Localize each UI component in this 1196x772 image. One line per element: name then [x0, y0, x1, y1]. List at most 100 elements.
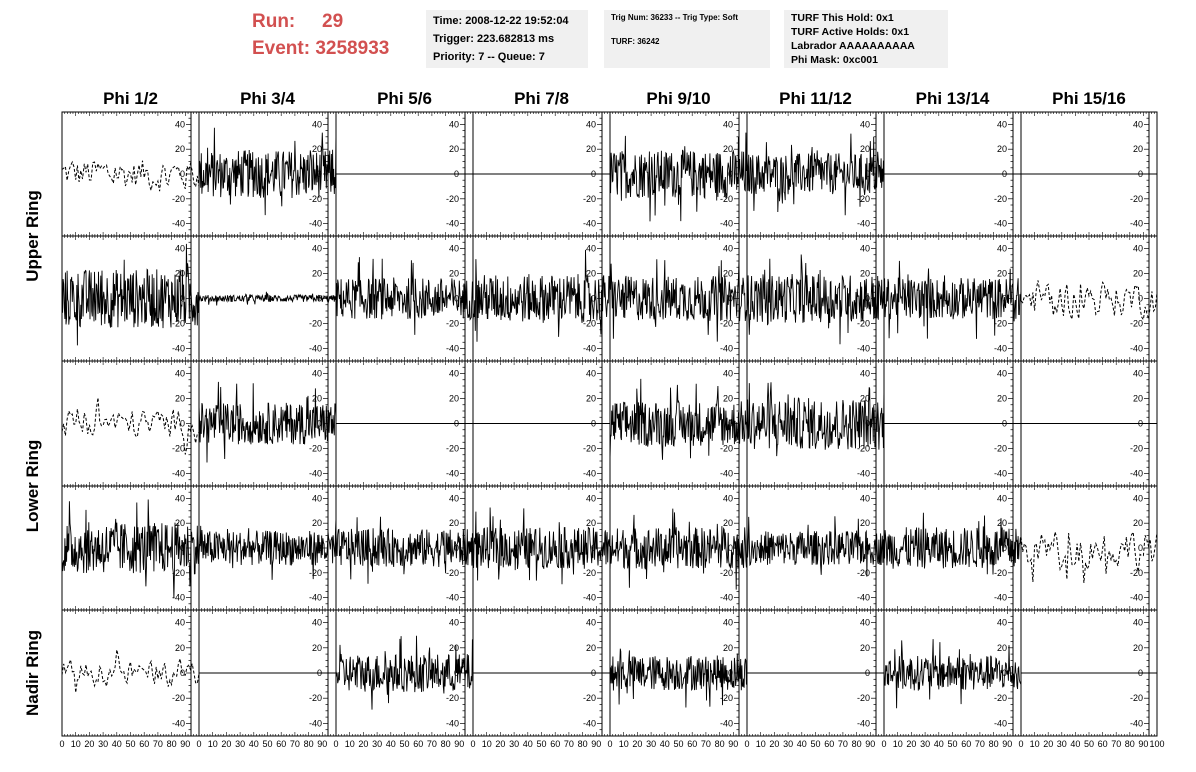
waveform-line	[198, 127, 337, 216]
y-tick-label: 40	[312, 493, 322, 503]
y-tick-label: -20	[994, 444, 1007, 454]
y-tick-label: 0	[317, 419, 322, 429]
y-tick-label: -20	[1130, 319, 1143, 329]
waveform-line	[198, 518, 337, 580]
y-tick-label: 0	[591, 294, 596, 304]
y-tick-label: -40	[994, 219, 1007, 229]
column-title: Phi 9/10	[646, 89, 710, 108]
y-tick-label: 20	[449, 144, 459, 154]
y-tick-label: -40	[720, 219, 733, 229]
column-title: Phi 13/14	[916, 89, 990, 108]
waveform-line	[746, 133, 885, 216]
turf-active-line: TURF Active Holds: 0x1	[791, 26, 910, 38]
y-tick-label: -20	[446, 693, 459, 703]
y-tick-label: 40	[997, 119, 1007, 129]
y-tick-label: 40	[312, 119, 322, 129]
y-tick-label: 40	[449, 119, 459, 129]
turf-hold-line: TURF This Hold: 0x1	[791, 12, 894, 24]
y-tick-label: -40	[309, 469, 322, 479]
y-tick-label: 20	[175, 394, 185, 404]
y-tick-label: 40	[586, 119, 596, 129]
y-tick-label: 20	[723, 643, 733, 653]
waveform-line	[61, 160, 200, 193]
y-tick-label: -40	[446, 469, 459, 479]
y-tick-label: 40	[449, 618, 459, 628]
y-tick-label: -40	[172, 593, 185, 603]
y-tick-label: 20	[175, 144, 185, 154]
y-tick-label: -40	[1130, 469, 1143, 479]
y-tick-label: 40	[312, 244, 322, 254]
y-tick-label: 20	[449, 643, 459, 653]
y-tick-label: 40	[586, 493, 596, 503]
y-tick-label: -40	[446, 219, 459, 229]
y-tick-label: -40	[446, 593, 459, 603]
y-tick-label: 20	[723, 269, 733, 279]
y-tick-label: -20	[720, 319, 733, 329]
y-tick-label: -40	[1130, 344, 1143, 354]
y-tick-label: -20	[172, 194, 185, 204]
event-value: 3258933	[315, 38, 390, 59]
y-tick-label: -40	[446, 344, 459, 354]
panel-frame	[609, 111, 748, 237]
waveform-line	[1020, 280, 1158, 321]
y-tick-label: -20	[446, 319, 459, 329]
y-tick-label: 40	[723, 618, 733, 628]
y-tick-label: -20	[583, 319, 596, 329]
waveform-line	[746, 254, 885, 345]
y-tick-label: -40	[172, 718, 185, 728]
y-tick-label: 20	[997, 144, 1007, 154]
y-tick-label: 20	[860, 269, 870, 279]
turf-info-box: TURF This Hold: 0x1 TURF Active Holds: 0…	[784, 10, 948, 68]
y-tick-label: -40	[1130, 593, 1143, 603]
y-tick-label: -40	[309, 344, 322, 354]
y-tick-label: -40	[583, 718, 596, 728]
run-label: Run:	[252, 11, 296, 32]
y-tick-label: 0	[1002, 543, 1007, 553]
y-tick-label: 40	[449, 244, 459, 254]
y-tick-label: -20	[309, 319, 322, 329]
y-tick-label: -20	[994, 568, 1007, 578]
y-tick-label: 40	[723, 119, 733, 129]
y-tick-label: 40	[1133, 244, 1143, 254]
y-tick-label: 20	[312, 394, 322, 404]
waveform-line	[609, 508, 748, 590]
y-tick-label: 40	[860, 244, 870, 254]
y-tick-label: -40	[994, 469, 1007, 479]
y-tick-label: 20	[860, 394, 870, 404]
y-tick-label: 20	[586, 269, 596, 279]
y-tick-label: -40	[857, 344, 870, 354]
waveform-line	[61, 397, 200, 455]
y-tick-label: 40	[175, 369, 185, 379]
y-tick-label: -20	[583, 568, 596, 578]
y-tick-label: -40	[172, 344, 185, 354]
y-tick-label: -40	[857, 593, 870, 603]
y-tick-label: 40	[449, 493, 459, 503]
column-title: Phi 15/16	[1052, 89, 1126, 108]
y-tick-label: -40	[583, 469, 596, 479]
y-tick-label: 0	[728, 543, 733, 553]
y-tick-label: -20	[309, 693, 322, 703]
waveform-line	[883, 512, 1022, 575]
y-tick-label: 20	[586, 394, 596, 404]
y-tick-label: -20	[857, 568, 870, 578]
waveform-line	[198, 291, 337, 306]
waveform-line	[609, 378, 748, 460]
y-tick-label: -40	[857, 718, 870, 728]
y-tick-label: 20	[312, 518, 322, 528]
waveform-line	[61, 499, 200, 599]
y-tick-label: 20	[175, 643, 185, 653]
waveform-line	[198, 381, 337, 463]
